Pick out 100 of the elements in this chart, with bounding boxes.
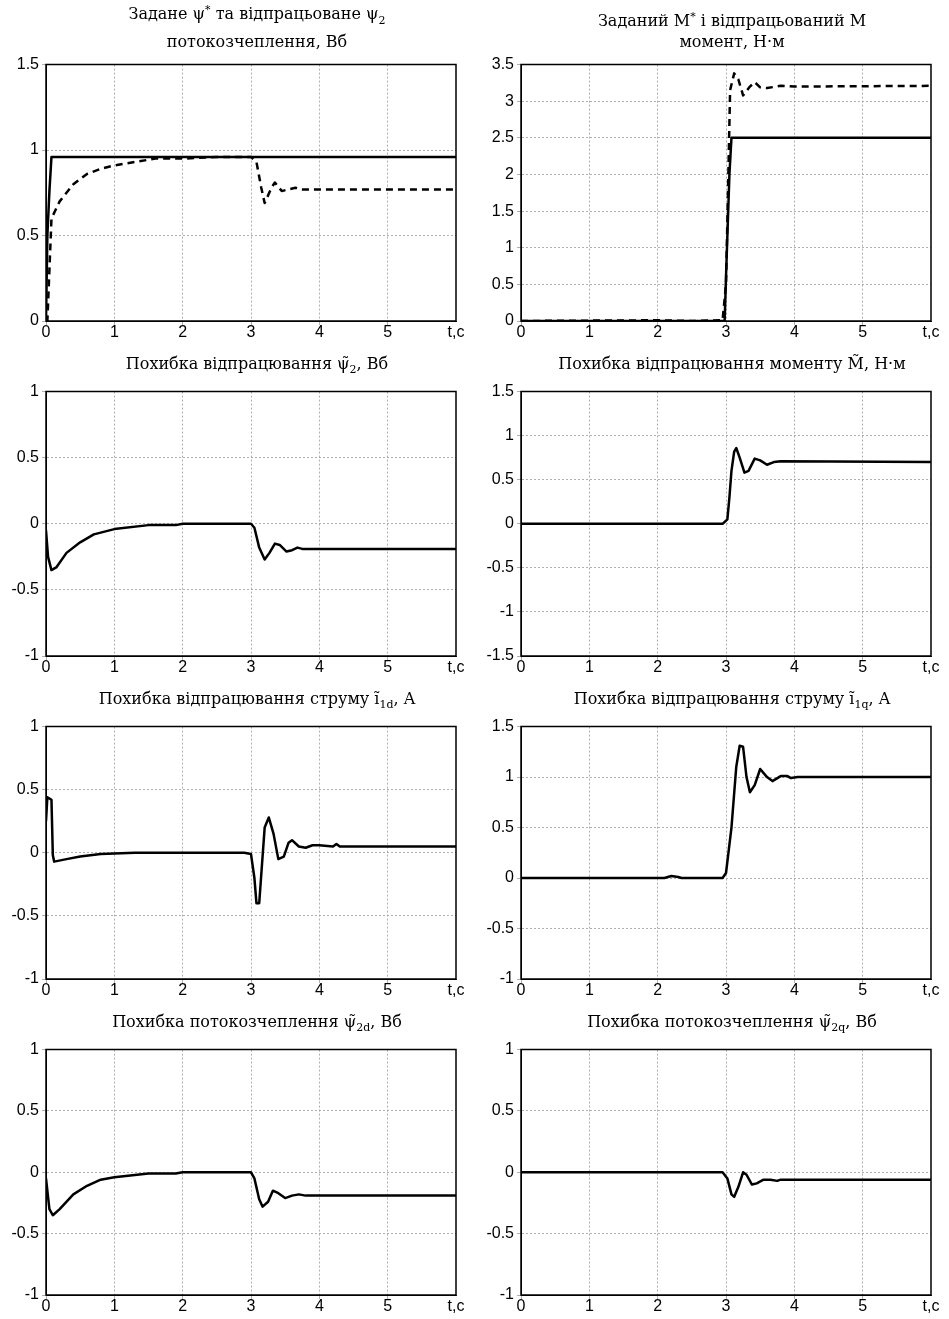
x-axis-title: t,c — [447, 981, 465, 999]
y-tick-label: 0.5 — [16, 780, 40, 798]
x-tick-label: 5 — [383, 981, 393, 999]
y-tick-label: -1 — [24, 969, 40, 987]
y-tick-label: 0 — [505, 868, 515, 886]
y-tick-label: -1 — [499, 602, 515, 620]
y-tick-label: 0.5 — [491, 817, 515, 835]
x-tick-label: 0 — [41, 981, 51, 999]
y-tick-label: -0.5 — [486, 1224, 515, 1242]
y-tick-label: 0.5 — [16, 225, 40, 243]
x-tick-label: 4 — [789, 323, 799, 341]
x-tick-label: 5 — [858, 981, 868, 999]
y-tick-label: 3 — [505, 91, 515, 109]
y-tick-label: -1.5 — [486, 646, 515, 664]
chart-title: Задане ψ$^{*}$ та відпрацьоване ψ$_{2}$ потокозчеплення, Вб — [128, 3, 386, 51]
x-axis-title: t,c — [922, 981, 940, 999]
y-tick-label: -0.5 — [11, 580, 40, 598]
y-tick-label: 1.5 — [16, 55, 40, 73]
x-axis-title: t,c — [447, 658, 465, 676]
y-tick-label: 1 — [30, 382, 40, 400]
y-tick-label: -1 — [499, 969, 515, 987]
y-tick-label: -1 — [24, 646, 40, 664]
x-tick-label: 5 — [383, 658, 393, 676]
x-tick-label: 4 — [789, 981, 799, 999]
x-tick-label: 0 — [516, 981, 526, 999]
y-tick-label: 1 — [505, 238, 515, 256]
y-tick-label: 0 — [30, 843, 40, 861]
x-tick-label: 5 — [858, 1297, 868, 1315]
chart-title: Похибка потокозчеплення ψ̃$_{2q}$, Вб — [587, 1012, 877, 1035]
y-tick-label: 1.5 — [491, 201, 515, 219]
x-tick-label: 1 — [584, 658, 594, 676]
y-tick-label: 1.5 — [491, 382, 515, 400]
x-tick-label: 0 — [41, 323, 51, 341]
y-tick-label: -0.5 — [486, 558, 515, 576]
x-tick-label: 4 — [789, 1297, 799, 1315]
x-tick-label: 1 — [109, 1297, 119, 1315]
x-tick-label: 1 — [109, 981, 119, 999]
x-tick-label: 2 — [178, 323, 188, 341]
y-tick-label: -0.5 — [11, 906, 40, 924]
x-tick-label: 2 — [178, 981, 188, 999]
y-tick-label: 0 — [30, 1162, 40, 1180]
x-tick-label: 0 — [516, 323, 526, 341]
x-tick-label: 1 — [109, 658, 119, 676]
y-tick-label: 1 — [30, 140, 40, 158]
y-tick-label: -1 — [499, 1285, 515, 1303]
y-tick-label: -1 — [24, 1285, 40, 1303]
y-tick-label: -0.5 — [11, 1224, 40, 1242]
x-tick-label: 3 — [246, 323, 256, 341]
x-tick-label: 3 — [721, 323, 731, 341]
chart-title: Похибка відпрацювання ψ̃$_{2}$, Вб — [125, 354, 389, 377]
x-tick-label: 4 — [789, 658, 799, 676]
chart-title: Похибка потокозчеплення ψ̃$_{2d}$, Вб — [112, 1012, 402, 1035]
x-axis-title: t,c — [922, 323, 940, 341]
x-tick-label: 2 — [178, 658, 188, 676]
x-tick-label: 1 — [584, 1297, 594, 1315]
x-tick-label: 0 — [516, 1297, 526, 1315]
y-tick-label: 1 — [30, 1040, 40, 1058]
x-tick-label: 4 — [314, 658, 324, 676]
chart-title: Похибка відпрацювання моменту M̃, Н·м — [558, 354, 906, 373]
x-tick-label: 5 — [858, 658, 868, 676]
x-axis-title: t,c — [922, 658, 940, 676]
x-tick-label: 5 — [858, 323, 868, 341]
x-tick-label: 5 — [383, 1297, 393, 1315]
y-tick-label: 0.5 — [491, 470, 515, 488]
y-tick-label: 1 — [30, 717, 40, 735]
x-axis-title: t,c — [447, 1297, 465, 1315]
x-tick-label: 4 — [314, 323, 324, 341]
x-tick-label: 5 — [383, 323, 393, 341]
x-tick-label: 1 — [584, 323, 594, 341]
y-tick-label: 1 — [505, 426, 515, 444]
x-axis-title: t,c — [447, 323, 465, 341]
x-tick-label: 1 — [109, 323, 119, 341]
y-tick-label: 0 — [505, 514, 515, 532]
x-tick-label: 2 — [653, 1297, 663, 1315]
y-tick-label: 1 — [505, 1040, 515, 1058]
chart-title: Похибка відпрацювання струму ĩ$_{1q}$, A — [573, 689, 891, 712]
y-tick-label: 0.5 — [16, 1101, 40, 1119]
x-tick-label: 3 — [246, 981, 256, 999]
y-tick-label: 0 — [505, 1162, 515, 1180]
chart-title: Заданий M$^{*}$ і відпрацьований M момент, Н·м — [596, 8, 868, 52]
y-tick-label: 2 — [505, 164, 515, 182]
x-tick-label: 2 — [178, 1297, 188, 1315]
x-tick-label: 3 — [721, 1297, 731, 1315]
chart-title: Похибка відпрацювання струму ĩ$_{1d}$, A — [98, 689, 416, 712]
y-tick-label: 0 — [505, 311, 515, 329]
y-tick-label: 1.5 — [491, 717, 515, 735]
y-tick-label: 0 — [30, 514, 40, 532]
y-tick-label: 0.5 — [491, 274, 515, 292]
x-tick-label: 0 — [41, 658, 51, 676]
x-tick-label: 0 — [41, 1297, 51, 1315]
y-tick-label: 2.5 — [491, 128, 515, 146]
x-tick-label: 4 — [314, 981, 324, 999]
x-axis-title: t,c — [922, 1297, 940, 1315]
x-tick-label: 4 — [314, 1297, 324, 1315]
x-tick-label: 3 — [721, 981, 731, 999]
x-tick-label: 3 — [246, 658, 256, 676]
x-tick-label: 2 — [653, 323, 663, 341]
y-tick-label: 0 — [30, 311, 40, 329]
x-tick-label: 3 — [721, 658, 731, 676]
x-tick-label: 3 — [246, 1297, 256, 1315]
